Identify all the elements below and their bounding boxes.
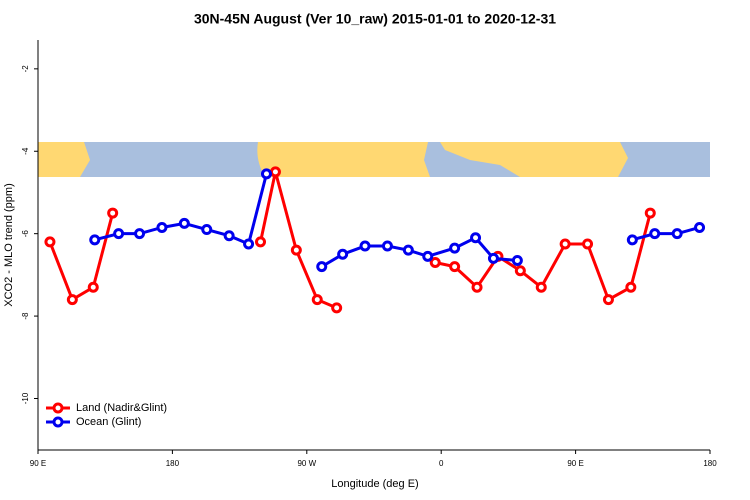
y-tick-label: -4 bbox=[21, 147, 30, 155]
data-point bbox=[449, 242, 461, 254]
x-tick-label: 0 bbox=[439, 459, 444, 468]
data-point bbox=[243, 238, 255, 250]
data-point bbox=[178, 217, 190, 229]
data-point bbox=[359, 240, 371, 252]
data-point bbox=[156, 221, 168, 233]
x-tick-label: 180 bbox=[166, 459, 180, 468]
data-point bbox=[582, 238, 594, 250]
data-point bbox=[311, 294, 323, 306]
data-point bbox=[535, 281, 547, 293]
y-axis-label: XCO2 - MLO trend (ppm) bbox=[3, 183, 15, 306]
data-point bbox=[625, 281, 637, 293]
legend-label: Ocean (Glint) bbox=[76, 416, 141, 428]
data-point bbox=[402, 244, 414, 256]
data-point bbox=[201, 224, 213, 236]
data-point bbox=[89, 234, 101, 246]
data-point bbox=[260, 168, 272, 180]
data-point bbox=[671, 228, 683, 240]
data-point bbox=[602, 294, 614, 306]
y-tick-label: -10 bbox=[21, 392, 30, 404]
data-point bbox=[113, 228, 125, 240]
data-point bbox=[290, 244, 302, 256]
x-tick-label: 90 W bbox=[297, 459, 316, 468]
map-band bbox=[38, 142, 710, 177]
data-point bbox=[470, 232, 482, 244]
data-point bbox=[694, 221, 706, 233]
map-land bbox=[257, 142, 430, 177]
data-point bbox=[471, 281, 483, 293]
map-land bbox=[440, 142, 628, 177]
data-point bbox=[134, 228, 146, 240]
data-point bbox=[87, 281, 99, 293]
x-tick-label: 90 E bbox=[30, 459, 46, 468]
data-point bbox=[559, 238, 571, 250]
x-tick-label: 180 bbox=[703, 459, 717, 468]
data-point bbox=[269, 166, 281, 178]
data-point bbox=[514, 265, 526, 277]
data-point bbox=[422, 250, 434, 262]
data-point bbox=[429, 257, 441, 269]
y-tick-label: -8 bbox=[21, 312, 30, 320]
data-point bbox=[255, 236, 267, 248]
series-line bbox=[48, 171, 652, 310]
legend-label: Land (Nadir&Glint) bbox=[76, 402, 167, 414]
data-point bbox=[66, 294, 78, 306]
legend-marker bbox=[52, 402, 64, 414]
data-point bbox=[487, 252, 499, 264]
data-point bbox=[644, 207, 656, 219]
map-land bbox=[38, 142, 90, 177]
x-axis-label: Longitude (deg E) bbox=[331, 478, 418, 490]
data-point bbox=[649, 228, 661, 240]
data-point bbox=[223, 230, 235, 242]
data-point bbox=[511, 254, 523, 266]
data-point bbox=[316, 261, 328, 273]
data-point bbox=[107, 207, 119, 219]
chart-title: 30N-45N August (Ver 10_raw) 2015-01-01 t… bbox=[194, 11, 556, 27]
y-tick-label: -2 bbox=[21, 65, 30, 73]
legend-marker bbox=[52, 416, 64, 428]
data-point bbox=[44, 236, 56, 248]
data-point bbox=[337, 248, 349, 260]
x-tick-label: 90 E bbox=[567, 459, 583, 468]
data-point bbox=[331, 302, 343, 314]
data-point bbox=[626, 234, 638, 246]
data-point bbox=[449, 261, 461, 273]
y-tick-label: -6 bbox=[21, 230, 30, 238]
data-point bbox=[381, 240, 393, 252]
